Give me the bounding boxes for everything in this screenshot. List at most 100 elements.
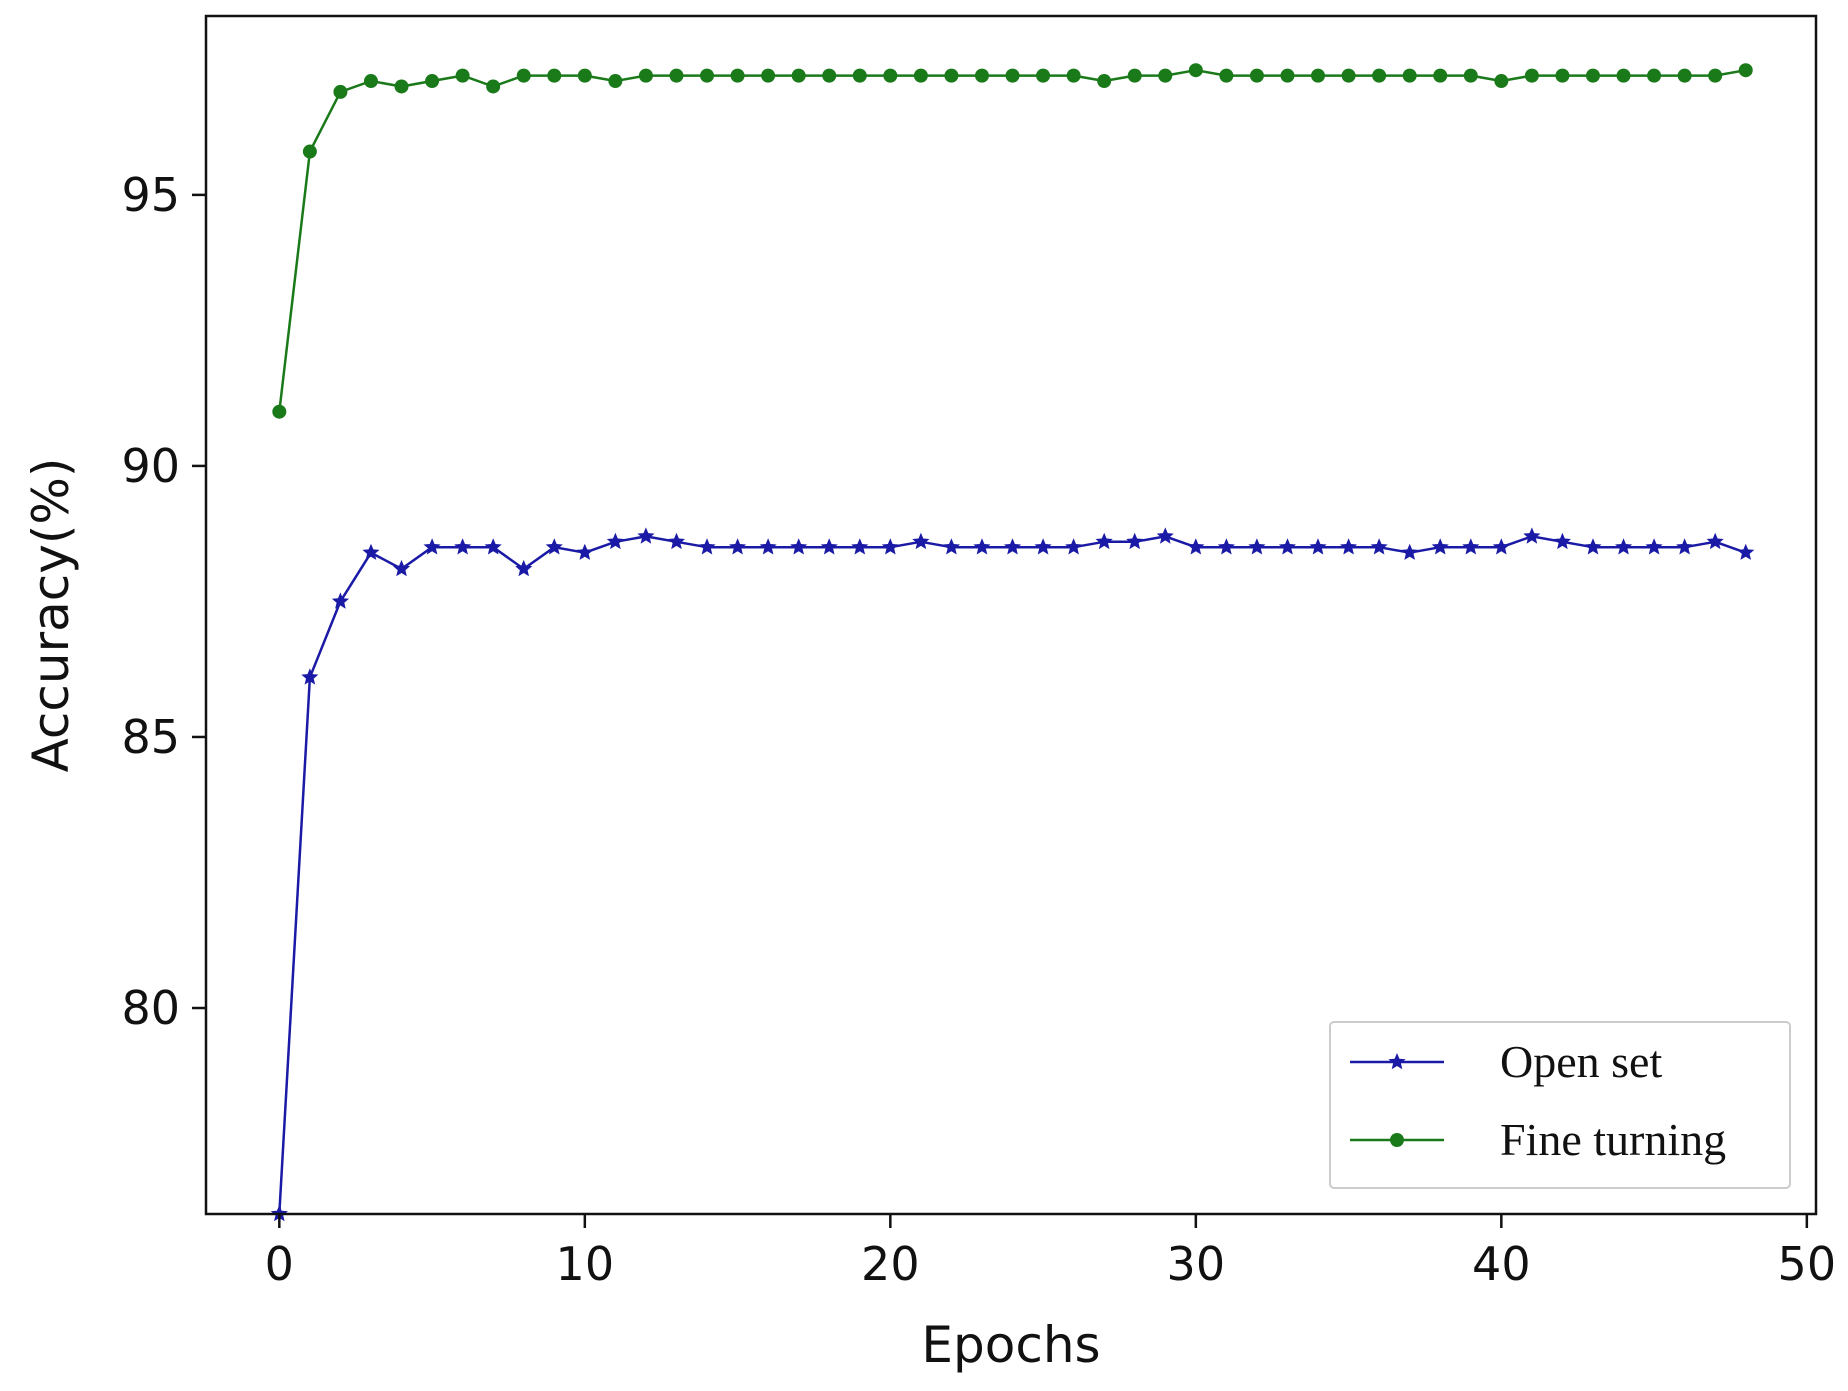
x-tick-label: 20	[861, 1237, 920, 1291]
x-tick-label: 10	[556, 1237, 615, 1291]
data-point	[791, 68, 806, 83]
data-point	[1677, 68, 1692, 83]
data-point	[1645, 538, 1663, 555]
x-tick-label: 50	[1778, 1237, 1837, 1291]
data-point	[576, 543, 594, 560]
data-point	[1553, 532, 1571, 550]
data-point	[1676, 538, 1694, 555]
data-point	[942, 538, 960, 555]
data-point	[851, 538, 869, 555]
legend-box	[1329, 1021, 1791, 1189]
data-point	[484, 538, 502, 555]
data-point	[1494, 74, 1509, 89]
y-tick-label: 80	[121, 981, 180, 1035]
data-point	[333, 84, 348, 99]
data-point	[1311, 68, 1326, 83]
legend-item: Fine turning	[1350, 1114, 1726, 1165]
data-point	[698, 538, 716, 555]
data-point	[883, 68, 898, 83]
data-point	[1737, 543, 1755, 560]
x-tick-label: 0	[265, 1237, 294, 1291]
data-point	[1647, 68, 1662, 83]
data-point	[516, 68, 531, 83]
data-point	[1156, 527, 1174, 544]
data-point	[1584, 538, 1602, 555]
data-point	[1280, 68, 1295, 83]
data-point	[700, 68, 715, 83]
data-point	[1036, 68, 1051, 83]
data-point	[363, 74, 378, 89]
data-point	[761, 68, 776, 83]
legend-item: Open set	[1350, 1036, 1662, 1087]
x-tick-label: 30	[1167, 1237, 1226, 1291]
data-point	[1555, 68, 1570, 83]
data-point	[1187, 538, 1205, 555]
data-point	[1309, 538, 1327, 555]
data-point	[1126, 532, 1144, 550]
data-point	[730, 68, 745, 83]
y-axis-label: Accuracy(%)	[22, 458, 80, 773]
data-point	[394, 79, 409, 94]
data-point	[790, 538, 808, 555]
data-point	[301, 668, 319, 685]
series-open-set	[270, 527, 1755, 1222]
data-point	[1370, 538, 1388, 555]
data-point	[423, 538, 441, 555]
data-point	[1034, 538, 1052, 555]
data-point	[1433, 68, 1448, 83]
x-axis-label: Epochs	[921, 1316, 1100, 1374]
data-point	[1431, 538, 1449, 555]
legend-label: Open set	[1500, 1036, 1662, 1087]
data-point	[667, 532, 685, 550]
data-point	[272, 404, 287, 419]
data-point	[1188, 63, 1203, 78]
data-point	[944, 68, 959, 83]
data-point	[1341, 68, 1356, 83]
data-point	[729, 538, 747, 555]
data-point	[1402, 68, 1417, 83]
x-tick-label: 40	[1472, 1237, 1531, 1291]
data-point	[881, 538, 899, 555]
legend: Open set Fine turning	[1329, 1021, 1791, 1189]
data-point	[302, 144, 317, 159]
data-point	[1462, 538, 1480, 555]
data-point	[1523, 527, 1541, 544]
data-point	[1738, 63, 1753, 78]
y-tick-label: 90	[121, 439, 180, 493]
data-point	[425, 74, 440, 89]
data-point	[1615, 538, 1633, 555]
legend-marker	[1390, 1133, 1404, 1147]
series-fine-turning	[272, 63, 1753, 419]
data-point	[1340, 538, 1358, 555]
data-point	[515, 559, 533, 577]
data-point	[637, 527, 655, 544]
data-point	[362, 543, 380, 560]
data-point	[669, 68, 684, 83]
y-tick-label: 95	[121, 168, 180, 222]
data-point	[1249, 68, 1264, 83]
data-point	[1585, 68, 1600, 83]
data-point	[852, 68, 867, 83]
data-point	[1004, 538, 1022, 555]
data-point	[455, 68, 470, 83]
y-tick-label: 85	[121, 710, 180, 764]
data-point	[1065, 538, 1083, 555]
data-point	[759, 538, 777, 555]
data-point	[1463, 68, 1478, 83]
data-point	[1708, 68, 1723, 83]
data-point	[1524, 68, 1539, 83]
data-point	[1158, 68, 1173, 83]
data-point	[545, 538, 563, 555]
legend-items: Open set Fine turning	[1350, 1036, 1726, 1165]
data-point	[820, 538, 838, 555]
data-point	[454, 538, 472, 555]
data-point	[547, 68, 562, 83]
data-point	[1066, 68, 1081, 83]
data-point	[1005, 68, 1020, 83]
series-layer	[270, 63, 1755, 1222]
data-point	[638, 68, 653, 83]
ticks-layer: 0 10 20 30 40 50 80 85 90 95	[121, 168, 1836, 1291]
data-point	[1248, 538, 1266, 555]
data-point	[822, 68, 837, 83]
